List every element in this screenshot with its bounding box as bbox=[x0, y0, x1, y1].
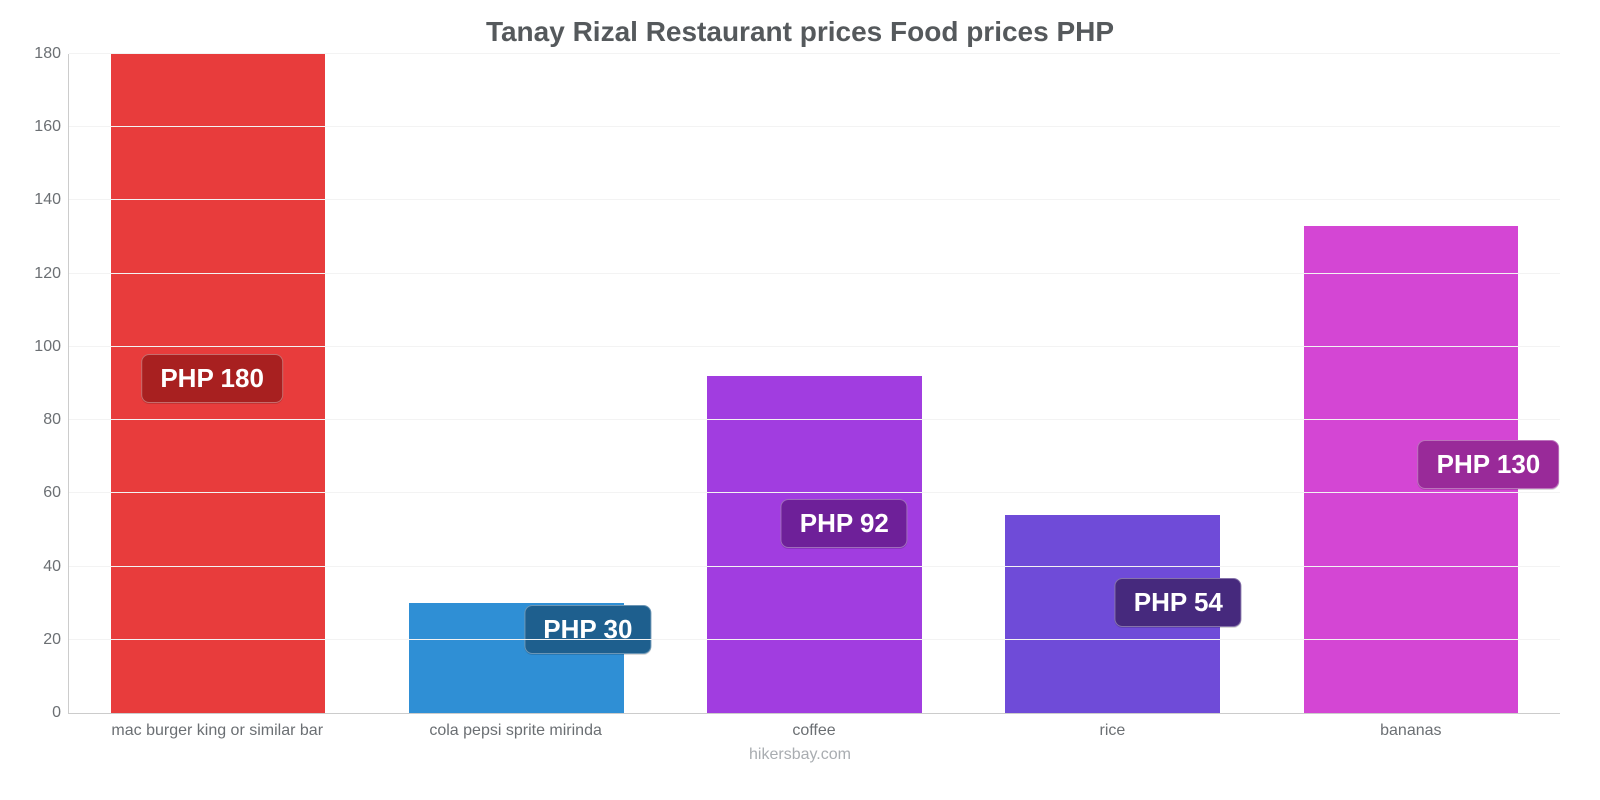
ytick-label: 0 bbox=[52, 704, 69, 722]
bar-slot: PHP 30 bbox=[367, 54, 665, 713]
gridline bbox=[69, 346, 1560, 347]
chart-title: Tanay Rizal Restaurant prices Food price… bbox=[30, 16, 1570, 48]
x-axis-labels: mac burger king or similar barcola pepsi… bbox=[68, 714, 1560, 740]
value-badge: PHP 92 bbox=[781, 499, 908, 548]
gridline bbox=[69, 492, 1560, 493]
ytick-label: 180 bbox=[34, 45, 69, 63]
ytick-label: 80 bbox=[43, 411, 69, 429]
bars-row: PHP 180 PHP 30 PHP 92 PHP 54 PHP 130 bbox=[69, 54, 1560, 713]
bar-slot: PHP 130 bbox=[1262, 54, 1560, 713]
plot-area: PHP 180PHP 30PHP 92PHP 54PHP 130 0204060… bbox=[68, 54, 1560, 714]
value-badge: PHP 30 bbox=[524, 605, 651, 654]
footer-credit: hikersbay.com bbox=[30, 746, 1570, 764]
gridline bbox=[69, 273, 1560, 274]
bar-slot: PHP 180 bbox=[69, 54, 367, 713]
x-axis-label: coffee bbox=[665, 714, 963, 740]
chart-container: Tanay Rizal Restaurant prices Food price… bbox=[0, 0, 1600, 800]
gridline bbox=[69, 566, 1560, 567]
ytick-label: 60 bbox=[43, 484, 69, 502]
x-axis-label: mac burger king or similar bar bbox=[68, 714, 366, 740]
value-badge: PHP 130 bbox=[1418, 440, 1560, 489]
gridline bbox=[69, 199, 1560, 200]
x-axis-label: cola pepsi sprite mirinda bbox=[366, 714, 664, 740]
ytick-label: 120 bbox=[34, 265, 69, 283]
bar-slot: PHP 54 bbox=[964, 54, 1262, 713]
value-badge: PHP 180 bbox=[141, 354, 283, 403]
ytick-label: 20 bbox=[43, 631, 69, 649]
bar-slot: PHP 92 bbox=[665, 54, 963, 713]
gridline bbox=[69, 53, 1560, 54]
ytick-label: 100 bbox=[34, 338, 69, 356]
x-axis-label: bananas bbox=[1262, 714, 1560, 740]
gridline bbox=[69, 639, 1560, 640]
x-axis-label: rice bbox=[963, 714, 1261, 740]
ytick-label: 160 bbox=[34, 118, 69, 136]
gridline bbox=[69, 126, 1560, 127]
ytick-label: 40 bbox=[43, 558, 69, 576]
gridline bbox=[69, 419, 1560, 420]
value-badge: PHP 54 bbox=[1115, 578, 1242, 627]
ytick-label: 140 bbox=[34, 191, 69, 209]
